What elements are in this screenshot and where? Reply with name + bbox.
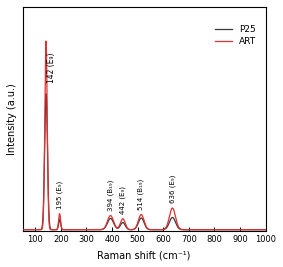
P25 [130, 228, 133, 231]
P25 [112, 222, 116, 226]
ART [77, 228, 81, 231]
ART [262, 228, 265, 231]
P25 [77, 228, 81, 231]
Line: ART: ART [23, 41, 265, 230]
ART [44, 40, 48, 43]
Text: 394 (B₁₉): 394 (B₁₉) [107, 179, 114, 211]
P25 [80, 228, 83, 231]
Line: P25: P25 [23, 94, 265, 230]
Text: 195 (E₉): 195 (E₉) [56, 181, 63, 209]
ART [112, 221, 116, 224]
Y-axis label: Intensity (a.u.): Intensity (a.u.) [7, 83, 17, 155]
P25 [79, 228, 82, 231]
Text: 636 (E₉): 636 (E₉) [169, 175, 176, 203]
P25 [21, 228, 24, 231]
ART [21, 228, 24, 231]
Text: 142 (E₉): 142 (E₉) [47, 52, 56, 83]
Legend: P25, ART: P25, ART [213, 23, 259, 49]
ART [80, 228, 83, 231]
P25 [44, 92, 48, 96]
ART [264, 228, 267, 231]
P25 [264, 228, 267, 231]
P25 [262, 228, 265, 231]
Text: 442 (E₉): 442 (E₉) [119, 186, 126, 214]
Text: 514 (B₁₉): 514 (B₁₉) [138, 179, 144, 210]
ART [79, 228, 82, 231]
X-axis label: Raman shift (cm⁻¹): Raman shift (cm⁻¹) [97, 250, 191, 260]
ART [130, 228, 133, 231]
